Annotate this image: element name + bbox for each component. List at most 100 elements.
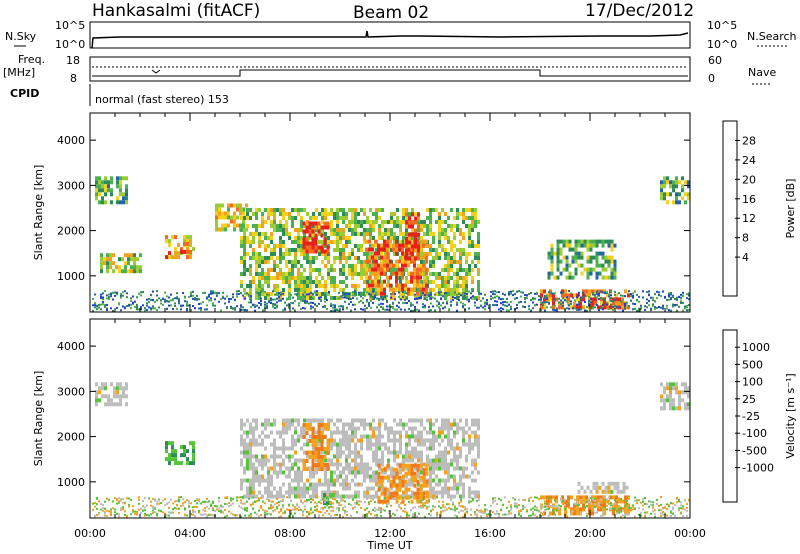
power-ground-cell <box>406 297 408 300</box>
power-cell <box>447 256 450 260</box>
power-cell <box>324 284 327 288</box>
power-ground-cell <box>464 303 466 306</box>
velocity-ground-cell <box>254 501 256 503</box>
power-cell <box>389 259 392 264</box>
power-ground-cell <box>162 297 164 300</box>
velocity-ground-cell <box>206 515 208 518</box>
power-ground-cell <box>428 294 430 297</box>
velocity-cell <box>104 386 107 391</box>
power-ground-cell <box>168 300 170 303</box>
power-ground-cell <box>646 298 648 301</box>
velocity-ground-cell <box>274 509 276 512</box>
power-cell <box>363 292 366 296</box>
power-cell <box>306 252 309 256</box>
velocity-cell <box>432 422 435 427</box>
power-ground-cell <box>624 305 626 308</box>
velocity-cell <box>305 459 309 463</box>
power-cell <box>252 252 255 256</box>
power-ground-cell <box>234 298 236 301</box>
power-cell <box>294 216 297 220</box>
velocity-cell <box>579 507 582 512</box>
power-cell <box>98 192 101 197</box>
velocity-cell <box>450 458 453 463</box>
power-ground-cell <box>454 296 456 299</box>
velocity-cell <box>264 426 267 431</box>
power-cell <box>425 267 428 272</box>
velocity-cell <box>441 490 444 495</box>
velocity-cell <box>405 450 408 455</box>
power-ground-cell <box>380 305 382 308</box>
power-cell <box>261 284 264 288</box>
power-cell <box>294 264 297 268</box>
power-cell <box>450 292 453 296</box>
power-cell <box>681 176 684 181</box>
velocity-cell <box>342 486 345 491</box>
velocity-cell <box>414 478 417 483</box>
velocity-cell <box>288 426 291 431</box>
velocity-cell <box>669 402 672 407</box>
power-cell <box>390 228 393 232</box>
power-cell <box>369 296 372 300</box>
velocity-cell <box>119 398 122 403</box>
velocity-cell <box>324 490 327 495</box>
power-cell <box>595 239 599 244</box>
velocity-cell <box>300 486 303 491</box>
power-cell <box>562 255 566 260</box>
velocity-cell <box>369 474 372 479</box>
power-cell <box>258 232 261 236</box>
power-cell <box>422 243 425 248</box>
power-ground-cell <box>146 298 148 301</box>
velocity-ground-cell <box>420 506 422 509</box>
velocity-cell <box>387 430 390 435</box>
velocity-ground-cell <box>348 503 350 505</box>
velocity-cell <box>377 499 381 504</box>
velocity-ground-cell <box>302 514 304 517</box>
velocity-cell <box>438 478 441 483</box>
power-cell <box>227 223 230 228</box>
power-cell <box>438 284 441 288</box>
power-cell <box>465 260 468 264</box>
velocity-cell <box>336 426 339 431</box>
velocity-ground-cell <box>320 499 322 502</box>
velocity-cell <box>336 490 339 495</box>
velocity-cell <box>401 463 405 468</box>
velocity-ground-cell <box>104 514 106 517</box>
power-ground-cell <box>130 297 132 300</box>
velocity-ground-cell <box>372 496 374 499</box>
velocity-cell <box>390 474 393 479</box>
power-cell <box>574 239 578 244</box>
power-cell <box>582 305 585 310</box>
velocity-ground-cell <box>326 496 328 499</box>
power-cell <box>122 176 125 181</box>
velocity-cell <box>330 434 333 439</box>
power-ground-cell <box>596 296 598 299</box>
power-cell <box>115 265 118 270</box>
power-cell <box>318 240 321 244</box>
power-ground-cell <box>182 304 184 307</box>
power-ground-cell <box>440 290 442 293</box>
power-cell <box>401 263 404 268</box>
power-cell <box>371 291 374 296</box>
velocity-cell <box>342 482 345 487</box>
power-cell <box>305 237 309 242</box>
velocity-ground-cell <box>94 505 96 508</box>
velocity-ground-cell <box>96 507 98 510</box>
power-ground-cell <box>176 307 178 310</box>
power-cell <box>249 208 252 212</box>
velocity-cell <box>315 418 318 423</box>
velocity-cell <box>107 394 110 399</box>
power-ground-cell <box>588 300 590 303</box>
velocity-cell <box>327 458 330 463</box>
power-cell <box>416 271 419 276</box>
velocity-cell <box>312 486 315 491</box>
velocity-cell <box>311 467 315 471</box>
power-cell <box>285 260 288 264</box>
power-cell <box>116 184 119 189</box>
power-ground-cell <box>154 307 156 310</box>
velocity-cell <box>372 454 375 459</box>
power-cell <box>252 236 255 240</box>
power-ground-cell <box>156 290 158 293</box>
velocity-cell <box>447 418 450 423</box>
power-ground-cell <box>108 293 110 296</box>
power-ground-cell <box>586 309 588 312</box>
